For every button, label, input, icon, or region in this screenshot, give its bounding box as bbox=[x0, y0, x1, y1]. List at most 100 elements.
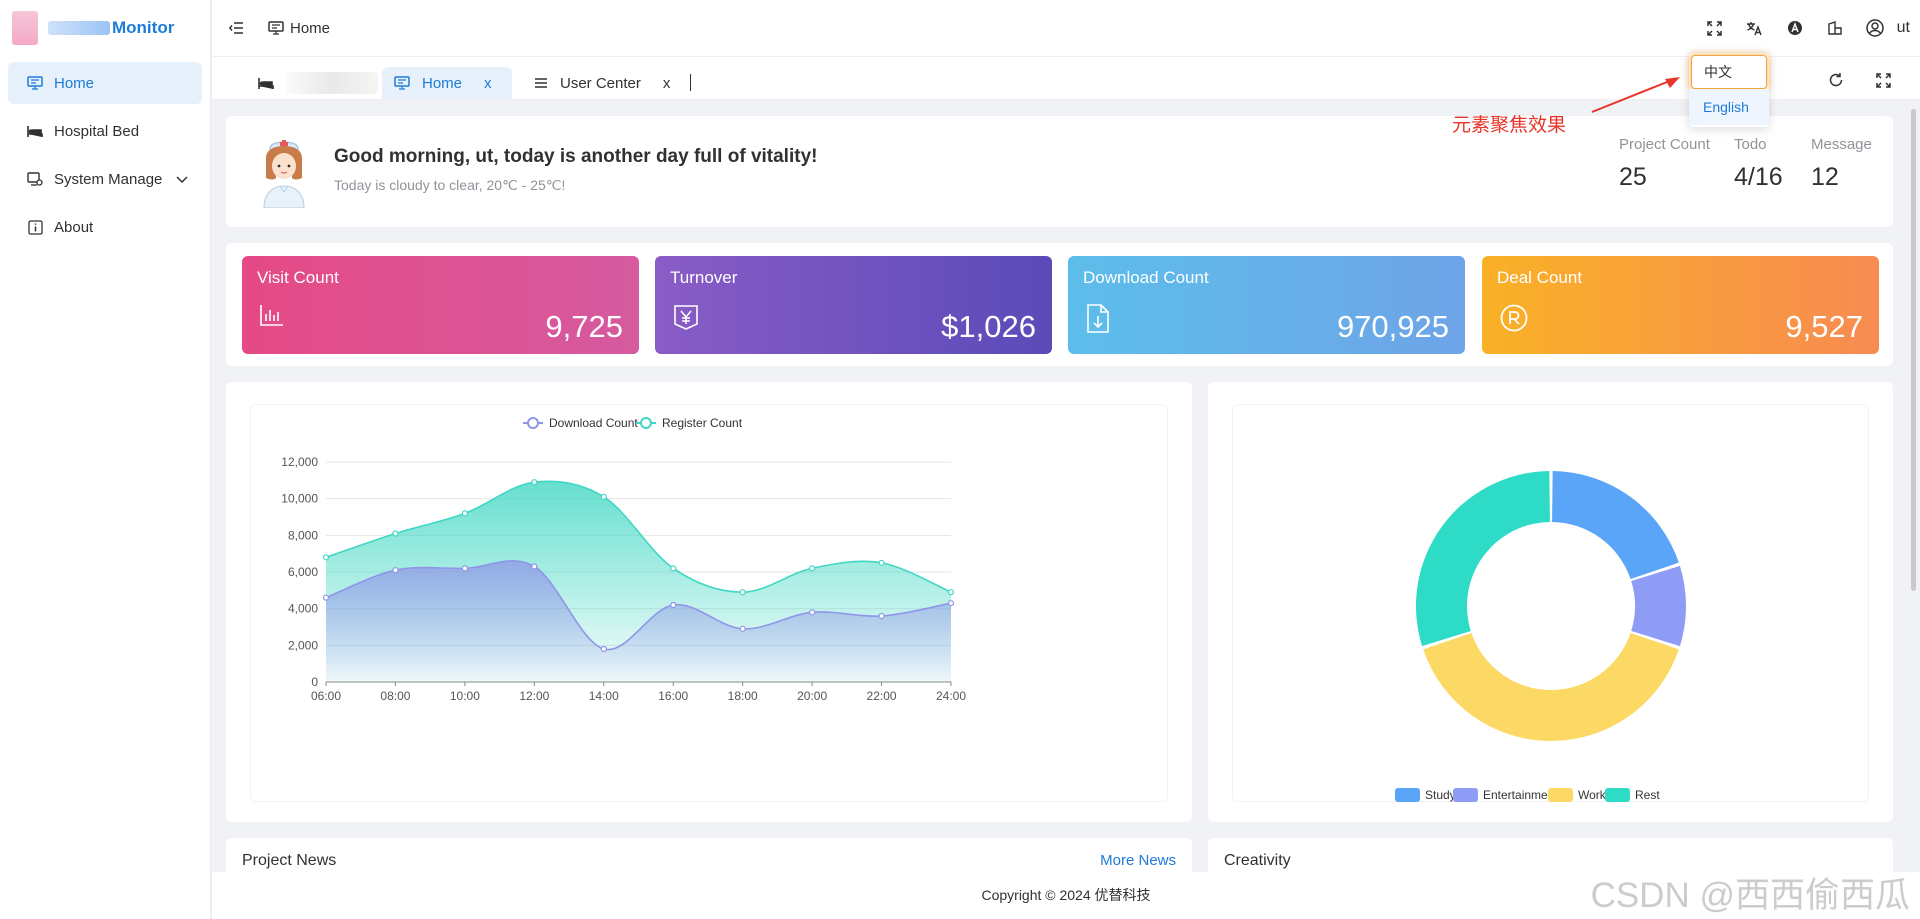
download-file-icon bbox=[1086, 304, 1110, 339]
line-chart-card: 0 2,000 4,000 6,000 8,000 10,000 12,000 06:00 08… bbox=[226, 382, 1192, 822]
theme-icon[interactable] bbox=[1784, 17, 1806, 39]
series-line[interactable] bbox=[325, 480, 952, 593]
logo-blurred-text bbox=[48, 21, 110, 35]
tabs-actions bbox=[1800, 69, 1894, 91]
tab-home[interactable]: Home x bbox=[382, 67, 512, 99]
sidebar-item-label: System Manage bbox=[54, 170, 163, 188]
data-point[interactable] bbox=[531, 479, 538, 486]
kpi-title: Visit Count bbox=[257, 268, 339, 287]
legend-label[interactable]: Work bbox=[1578, 788, 1607, 802]
legend-label[interactable]: Register Count bbox=[662, 416, 743, 430]
refresh-icon[interactable] bbox=[1825, 69, 1847, 91]
user-name[interactable]: ut bbox=[1896, 19, 1910, 36]
data-point[interactable] bbox=[809, 609, 816, 616]
settings-screen-icon bbox=[26, 170, 44, 188]
translate-icon[interactable] bbox=[1744, 17, 1766, 39]
menu-fold-icon[interactable] bbox=[226, 18, 246, 38]
download-count-card[interactable]: Download Count 970,925 bbox=[1068, 256, 1465, 354]
close-icon[interactable]: x bbox=[662, 74, 671, 92]
weather-text: Today is cloudy to clear, 20℃ - 25℃! bbox=[334, 177, 566, 193]
data-point[interactable] bbox=[878, 559, 885, 566]
legend-swatch[interactable] bbox=[1395, 788, 1420, 802]
annotation-arrow bbox=[1590, 74, 1690, 119]
app-title: Monitor bbox=[112, 18, 175, 37]
greeting-text: Good morning, ut, today is another day f… bbox=[334, 146, 818, 167]
tabs-bar: Home x User Center x bbox=[212, 56, 1920, 100]
data-point[interactable] bbox=[461, 510, 468, 517]
legend-label[interactable]: Download Count bbox=[549, 416, 638, 430]
tab-hospital-bed[interactable] bbox=[246, 67, 390, 99]
data-point[interactable] bbox=[461, 565, 468, 572]
sidebar-item-home[interactable]: Home bbox=[8, 62, 202, 104]
donut-chart[interactable]: Study Entertainment Work Rest bbox=[1233, 405, 1870, 803]
welcome-card: Good morning, ut, today is another day f… bbox=[226, 116, 1893, 227]
data-point[interactable] bbox=[878, 612, 885, 620]
deal-count-card[interactable]: Deal Count 9,527 bbox=[1482, 256, 1879, 354]
language-option-chinese[interactable]: 中文 bbox=[1691, 55, 1767, 89]
logo[interactable]: Monitor bbox=[0, 0, 210, 56]
chevron-down-icon bbox=[176, 171, 188, 188]
tab-label: User Center bbox=[560, 74, 641, 92]
data-point[interactable] bbox=[739, 589, 746, 596]
scrollbar-thumb[interactable] bbox=[1911, 109, 1916, 591]
turnover-card[interactable]: Turnover $1,026 bbox=[655, 256, 1052, 354]
data-point[interactable] bbox=[947, 589, 955, 596]
scrollbar[interactable] bbox=[1909, 101, 1918, 872]
data-point[interactable] bbox=[947, 600, 955, 607]
donut-slice[interactable] bbox=[1423, 632, 1679, 741]
data-point[interactable] bbox=[600, 645, 607, 653]
line-chart[interactable]: 0 2,000 4,000 6,000 8,000 10,000 12,000 06:00 08… bbox=[251, 405, 1169, 803]
language-option-english[interactable]: English bbox=[1689, 89, 1769, 125]
stat-value: 25 bbox=[1619, 163, 1647, 191]
y-tick-label: 10,000 bbox=[281, 492, 318, 506]
legend-label[interactable]: Entertainment bbox=[1483, 788, 1558, 802]
data-point[interactable] bbox=[322, 594, 330, 601]
legend-swatch[interactable] bbox=[1605, 788, 1630, 802]
tab-user-center[interactable]: User Center x bbox=[522, 67, 682, 99]
user-icon[interactable] bbox=[1864, 17, 1886, 39]
x-tick-label: 12:00 bbox=[519, 689, 549, 703]
donut-slice[interactable] bbox=[1416, 471, 1550, 647]
y-tick-label: 12,000 bbox=[281, 455, 318, 469]
donut-slice[interactable] bbox=[1631, 565, 1686, 647]
sidebar-item-label: Hospital Bed bbox=[54, 122, 140, 140]
legend-label[interactable]: Study bbox=[1425, 788, 1456, 802]
data-point[interactable] bbox=[531, 563, 538, 570]
close-icon[interactable]: x bbox=[484, 74, 492, 92]
series-line[interactable] bbox=[325, 560, 952, 651]
data-point[interactable] bbox=[670, 601, 677, 609]
bar-chart-icon bbox=[260, 304, 284, 331]
sidebar-item-hospital-bed[interactable]: Hospital Bed bbox=[8, 110, 202, 152]
info-icon bbox=[26, 218, 44, 236]
data-point[interactable] bbox=[600, 493, 607, 500]
legend-label[interactable]: Rest bbox=[1635, 788, 1660, 802]
data-point[interactable] bbox=[322, 554, 330, 561]
sidebar-item-about[interactable]: About bbox=[8, 206, 202, 248]
donut-slice[interactable] bbox=[1552, 471, 1679, 580]
breadcrumb[interactable]: Home bbox=[268, 20, 330, 37]
kpi-title: Turnover bbox=[670, 268, 738, 287]
more-news-link[interactable]: More News bbox=[1100, 852, 1176, 869]
breadcrumb-label: Home bbox=[290, 19, 331, 37]
layout-icon[interactable] bbox=[1824, 17, 1846, 39]
sidebar-item-system-manage[interactable]: System Manage bbox=[8, 158, 202, 200]
data-point[interactable] bbox=[392, 530, 399, 537]
bed-icon bbox=[26, 122, 44, 140]
visit-count-card[interactable]: Visit Count 9,725 bbox=[242, 256, 639, 354]
monitor-icon bbox=[394, 75, 410, 91]
stat-value: 4/16 bbox=[1734, 163, 1783, 191]
registered-icon bbox=[1500, 304, 1528, 337]
data-point[interactable] bbox=[670, 565, 677, 572]
x-tick-label: 24:00 bbox=[936, 689, 966, 703]
data-point[interactable] bbox=[809, 565, 816, 572]
data-point[interactable] bbox=[739, 625, 746, 632]
header-actions: ut bbox=[1695, 0, 1910, 56]
copyright-text: Copyright © 2024 优替科技 bbox=[981, 887, 1151, 903]
legend-swatch[interactable] bbox=[1548, 788, 1573, 802]
fullscreen-icon[interactable] bbox=[1872, 69, 1894, 91]
kpi-section: Visit Count 9,725 Turnover $1,026 Downlo… bbox=[226, 243, 1893, 366]
legend-swatch[interactable] bbox=[1453, 788, 1478, 802]
donut-chart-card: Study Entertainment Work Rest bbox=[1208, 382, 1893, 822]
fullscreen-icon[interactable] bbox=[1704, 17, 1726, 39]
data-point[interactable] bbox=[392, 567, 399, 574]
